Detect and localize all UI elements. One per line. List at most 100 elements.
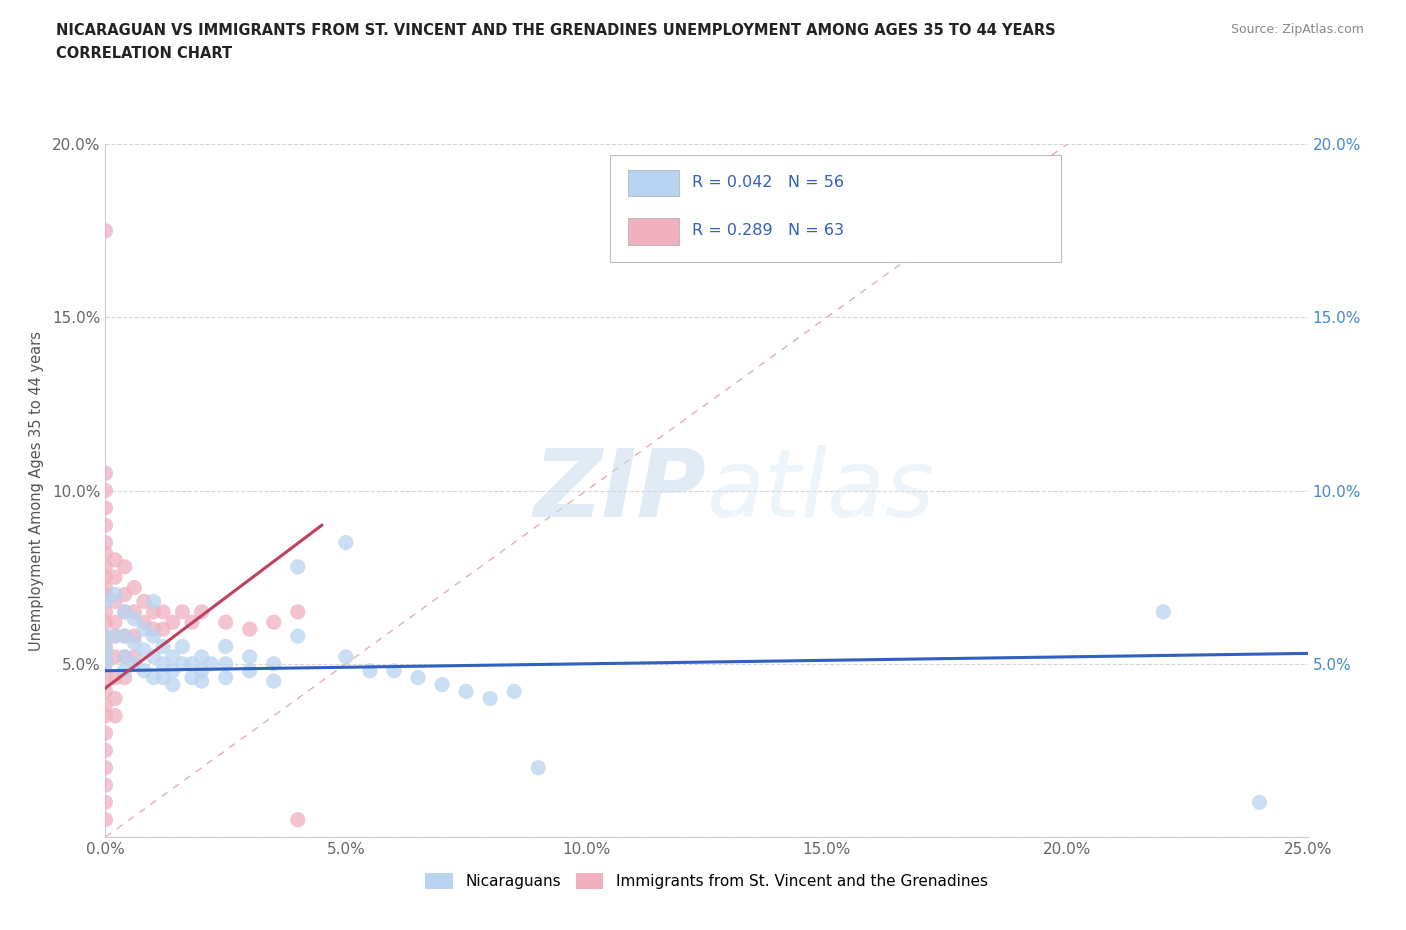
Point — [114, 663, 136, 678]
Point — [94, 223, 117, 238]
Point — [94, 649, 117, 664]
Point — [152, 604, 174, 619]
Point — [94, 629, 117, 644]
Point — [287, 812, 309, 827]
Point — [124, 635, 146, 650]
Point — [94, 518, 117, 533]
Point — [181, 657, 204, 671]
Point — [94, 657, 117, 671]
Point — [142, 622, 165, 637]
Point — [454, 684, 477, 699]
Point — [124, 657, 146, 671]
Point — [162, 649, 184, 664]
Point — [142, 649, 165, 664]
Point — [114, 587, 136, 602]
Point — [94, 559, 117, 574]
Text: NICARAGUAN VS IMMIGRANTS FROM ST. VINCENT AND THE GRENADINES UNEMPLOYMENT AMONG : NICARAGUAN VS IMMIGRANTS FROM ST. VINCEN… — [56, 23, 1056, 38]
Point — [94, 466, 117, 481]
Point — [162, 615, 184, 630]
Point — [503, 684, 526, 699]
Point — [94, 580, 117, 595]
Point — [142, 671, 165, 685]
Point — [172, 639, 194, 654]
Point — [124, 611, 146, 626]
Point — [104, 552, 127, 567]
Point — [181, 671, 204, 685]
Point — [94, 594, 117, 609]
Point — [94, 587, 117, 602]
Point — [287, 559, 309, 574]
Point — [263, 615, 285, 630]
Point — [1249, 795, 1271, 810]
Point — [94, 629, 117, 644]
Point — [94, 535, 117, 550]
Point — [162, 663, 184, 678]
Point — [94, 649, 117, 664]
Point — [94, 795, 117, 810]
Point — [114, 671, 136, 685]
Point — [94, 725, 117, 740]
Point — [430, 677, 453, 692]
Point — [94, 657, 117, 671]
Point — [335, 649, 357, 664]
Point — [104, 615, 127, 630]
Point — [162, 677, 184, 692]
Point — [94, 484, 117, 498]
Point — [94, 500, 117, 515]
Point — [142, 594, 165, 609]
Point — [94, 671, 117, 685]
Point — [132, 615, 155, 630]
Point — [1152, 604, 1174, 619]
Text: ZIP: ZIP — [534, 445, 707, 537]
Point — [152, 622, 174, 637]
FancyBboxPatch shape — [610, 154, 1062, 262]
Point — [132, 594, 155, 609]
Point — [94, 698, 117, 712]
Point — [239, 622, 262, 637]
Point — [94, 812, 117, 827]
Point — [104, 570, 127, 585]
Point — [936, 206, 959, 221]
Point — [94, 604, 117, 619]
Point — [263, 657, 285, 671]
Text: R = 0.289   N = 63: R = 0.289 N = 63 — [692, 223, 844, 238]
Point — [239, 663, 262, 678]
Point — [124, 629, 146, 644]
Point — [94, 743, 117, 758]
Point — [142, 629, 165, 644]
Y-axis label: Unemployment Among Ages 35 to 44 years: Unemployment Among Ages 35 to 44 years — [30, 330, 44, 651]
Point — [190, 673, 212, 688]
Point — [132, 663, 155, 678]
Point — [214, 657, 236, 671]
Point — [406, 671, 429, 685]
Text: atlas: atlas — [707, 445, 935, 536]
Point — [152, 671, 174, 685]
Point — [104, 587, 127, 602]
Point — [152, 657, 174, 671]
Point — [359, 663, 381, 678]
Point — [124, 649, 146, 664]
Point — [181, 615, 204, 630]
Point — [382, 663, 405, 678]
Point — [104, 649, 127, 664]
Point — [132, 622, 155, 637]
Point — [527, 761, 550, 776]
Point — [142, 604, 165, 619]
Point — [214, 615, 236, 630]
Text: CORRELATION CHART: CORRELATION CHART — [56, 46, 232, 61]
Point — [104, 594, 127, 609]
Text: Source: ZipAtlas.com: Source: ZipAtlas.com — [1230, 23, 1364, 36]
Point — [94, 570, 117, 585]
Point — [335, 535, 357, 550]
Point — [114, 604, 136, 619]
Point — [190, 649, 212, 664]
Point — [114, 604, 136, 619]
Bar — [628, 170, 679, 196]
Point — [94, 546, 117, 561]
Point — [214, 639, 236, 654]
Point — [190, 604, 212, 619]
Point — [94, 709, 117, 724]
Point — [263, 673, 285, 688]
Point — [124, 604, 146, 619]
Point — [94, 777, 117, 792]
